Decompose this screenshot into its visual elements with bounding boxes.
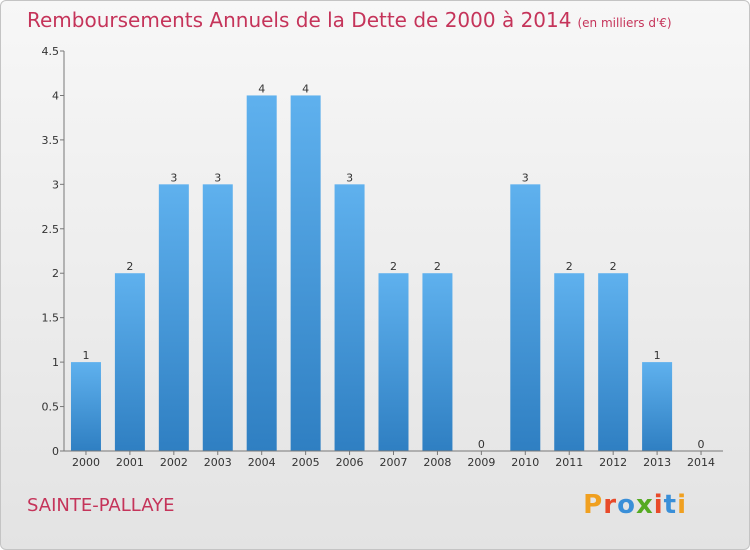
x-tick-label: 2014 — [687, 456, 715, 469]
logo-letter: P — [583, 490, 604, 520]
logo-letter: t — [663, 490, 678, 520]
bars-group: 1 2 3 3 4 4 3 2 2 0 3 2 2 1 0 — [70, 82, 705, 452]
bar — [510, 184, 541, 452]
y-tick-label: 1 — [52, 356, 59, 369]
x-tick-label: 2012 — [599, 456, 627, 469]
data-label: 1 — [654, 349, 661, 362]
logo-letter: x — [635, 490, 654, 520]
logo-letter: o — [617, 490, 636, 520]
data-label: 0 — [478, 438, 485, 451]
chart-title: Remboursements Annuels de la Dette de 20… — [27, 8, 672, 32]
y-tick-label: 4.5 — [42, 45, 60, 58]
y-tick-label: 2 — [52, 267, 59, 280]
chart-subtitle: (en milliers d'€) — [577, 16, 672, 30]
x-tick-label: 2007 — [380, 456, 408, 469]
commune-name: SAINTE-PALLAYE — [27, 495, 175, 516]
data-label: 2 — [434, 260, 441, 273]
x-tick-label: 2001 — [116, 456, 144, 469]
x-tick-label: 2006 — [336, 456, 364, 469]
y-tick-label: 1.5 — [42, 312, 60, 325]
bar — [554, 273, 585, 451]
x-tick-label: 2005 — [292, 456, 320, 469]
bar — [246, 95, 277, 451]
y-tick-label: 3 — [52, 178, 59, 191]
y-tick-label: 3.5 — [42, 134, 60, 147]
x-tick-label: 2004 — [248, 456, 276, 469]
y-tick-label: 4 — [52, 89, 59, 102]
logo-letter: i — [653, 490, 664, 520]
bar — [158, 184, 189, 452]
y-tick-label: 0 — [52, 445, 59, 458]
bar — [70, 362, 101, 451]
bar — [290, 95, 321, 451]
x-tick-label: 2008 — [423, 456, 451, 469]
x-tick-label: 2010 — [511, 456, 539, 469]
data-label: 2 — [566, 260, 573, 273]
x-tick-label: 2000 — [72, 456, 100, 469]
x-tick-label: 2009 — [467, 456, 495, 469]
bar — [642, 362, 673, 451]
data-label: 3 — [214, 171, 221, 184]
logo-letter: i — [677, 490, 687, 520]
data-label: 3 — [346, 171, 353, 184]
x-tick-label: 2003 — [204, 456, 232, 469]
bar — [334, 184, 365, 452]
data-label: 3 — [170, 171, 177, 184]
bar — [598, 273, 629, 451]
bar — [202, 184, 233, 452]
y-tick-label: 2.5 — [42, 223, 60, 236]
y-tick-label: 0.5 — [42, 401, 60, 414]
bar — [114, 273, 145, 451]
axes-group: 2000 2001 2002 2003 2004 2005 2006 2007 2008 2009… — [42, 45, 723, 469]
proxiti-logo[interactable]: Proxiti — [583, 490, 687, 520]
data-label: 2 — [126, 260, 133, 273]
data-label: 0 — [698, 438, 705, 451]
data-label: 2 — [390, 260, 397, 273]
chart-title-text: Remboursements Annuels de la Dette de 20… — [27, 8, 572, 32]
data-label: 1 — [82, 349, 89, 362]
data-label: 3 — [522, 171, 529, 184]
data-label: 2 — [610, 260, 617, 273]
logo-letter: r — [603, 490, 618, 520]
x-tick-label: 2002 — [160, 456, 188, 469]
x-tick-label: 2011 — [555, 456, 583, 469]
bar — [378, 273, 409, 451]
data-label: 4 — [258, 82, 265, 95]
bar — [422, 273, 453, 451]
x-tick-label: 2013 — [643, 456, 671, 469]
data-label: 4 — [302, 82, 309, 95]
